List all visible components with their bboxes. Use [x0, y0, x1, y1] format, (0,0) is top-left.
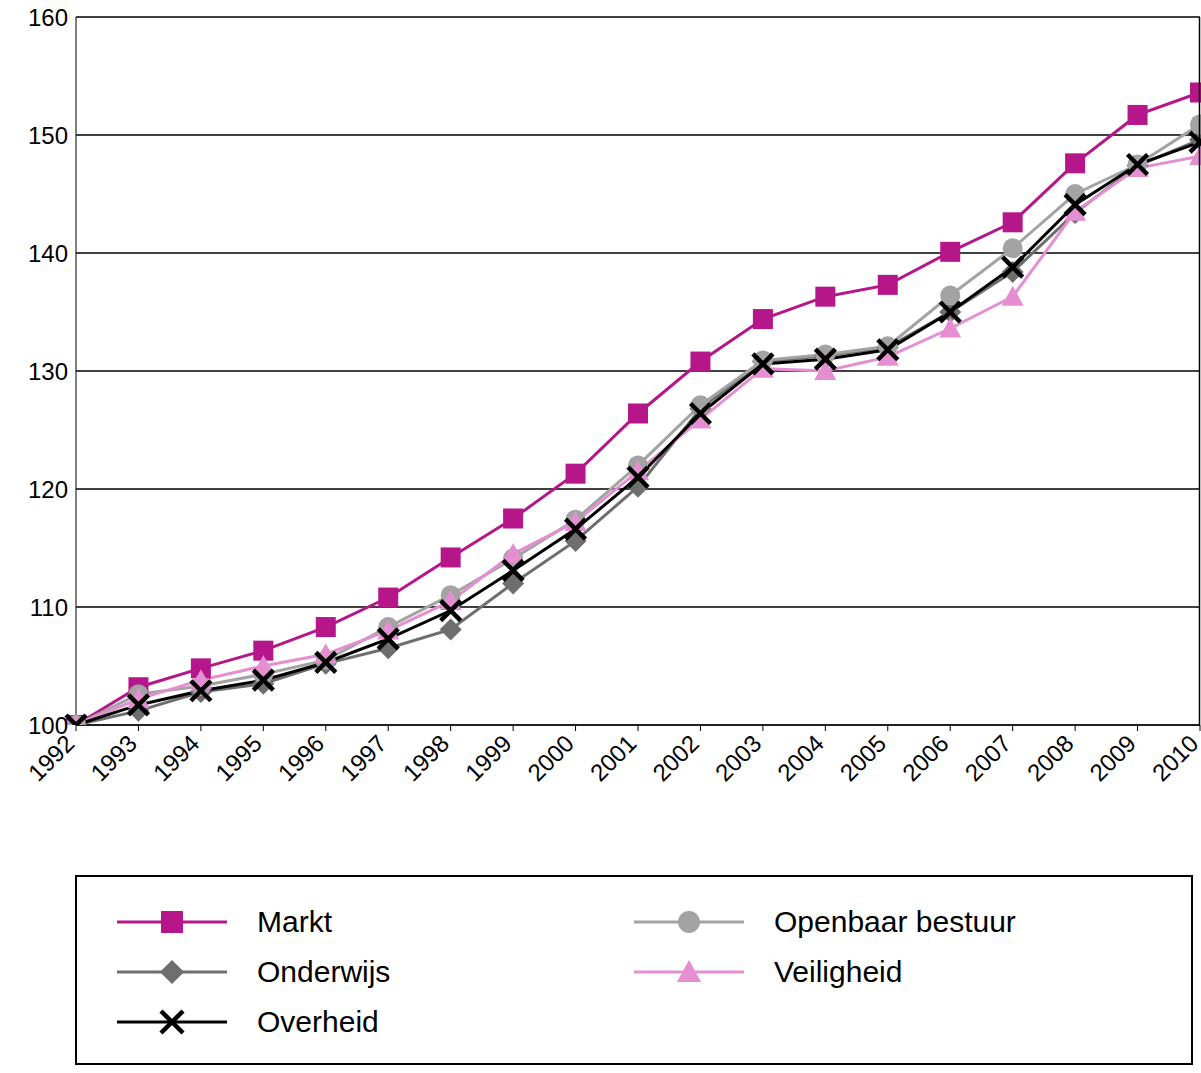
- html-text:Openbaar bestuur: Openbaar bestuur: [774, 905, 1016, 938]
- svg-text:2009: 2009: [1084, 729, 1141, 786]
- svg-text:140: 140: [28, 240, 68, 267]
- svg-text:1995: 1995: [210, 729, 267, 786]
- svg-text:2008: 2008: [1022, 729, 1079, 786]
- html-text:Onderwijs: Onderwijs: [257, 955, 391, 988]
- svg-text:160: 160: [28, 4, 68, 31]
- svg-text:2006: 2006: [897, 729, 954, 786]
- svg-text:2003: 2003: [710, 729, 767, 786]
- svg-text:110: 110: [30, 594, 68, 621]
- svg-text:100: 100: [28, 712, 68, 739]
- html-text:Overheid: Overheid: [257, 1005, 379, 1038]
- svg-text:2002: 2002: [647, 729, 704, 786]
- svg-text:2007: 2007: [959, 729, 1016, 786]
- svg-text:1996: 1996: [272, 729, 329, 786]
- svg-text:1993: 1993: [85, 729, 142, 786]
- svg-text:2000: 2000: [522, 729, 579, 786]
- svg-text:2001: 2001: [585, 729, 642, 786]
- svg-text:1997: 1997: [335, 729, 392, 786]
- svg-text:2004: 2004: [772, 729, 829, 786]
- svg-text:120: 120: [28, 476, 68, 503]
- svg-text:1999: 1999: [460, 729, 517, 786]
- svg-text:1994: 1994: [148, 729, 205, 786]
- svg-text:1992: 1992: [22, 729, 80, 787]
- svg-text:2010: 2010: [1147, 729, 1193, 786]
- svg-text:130: 130: [28, 358, 68, 385]
- svg-text:2005: 2005: [834, 729, 891, 786]
- html-text:Markt: Markt: [257, 905, 332, 938]
- svg-text:150: 150: [28, 122, 68, 149]
- svg-text:1998: 1998: [397, 729, 454, 786]
- html-text:Veiligheid: Veiligheid: [774, 955, 903, 988]
